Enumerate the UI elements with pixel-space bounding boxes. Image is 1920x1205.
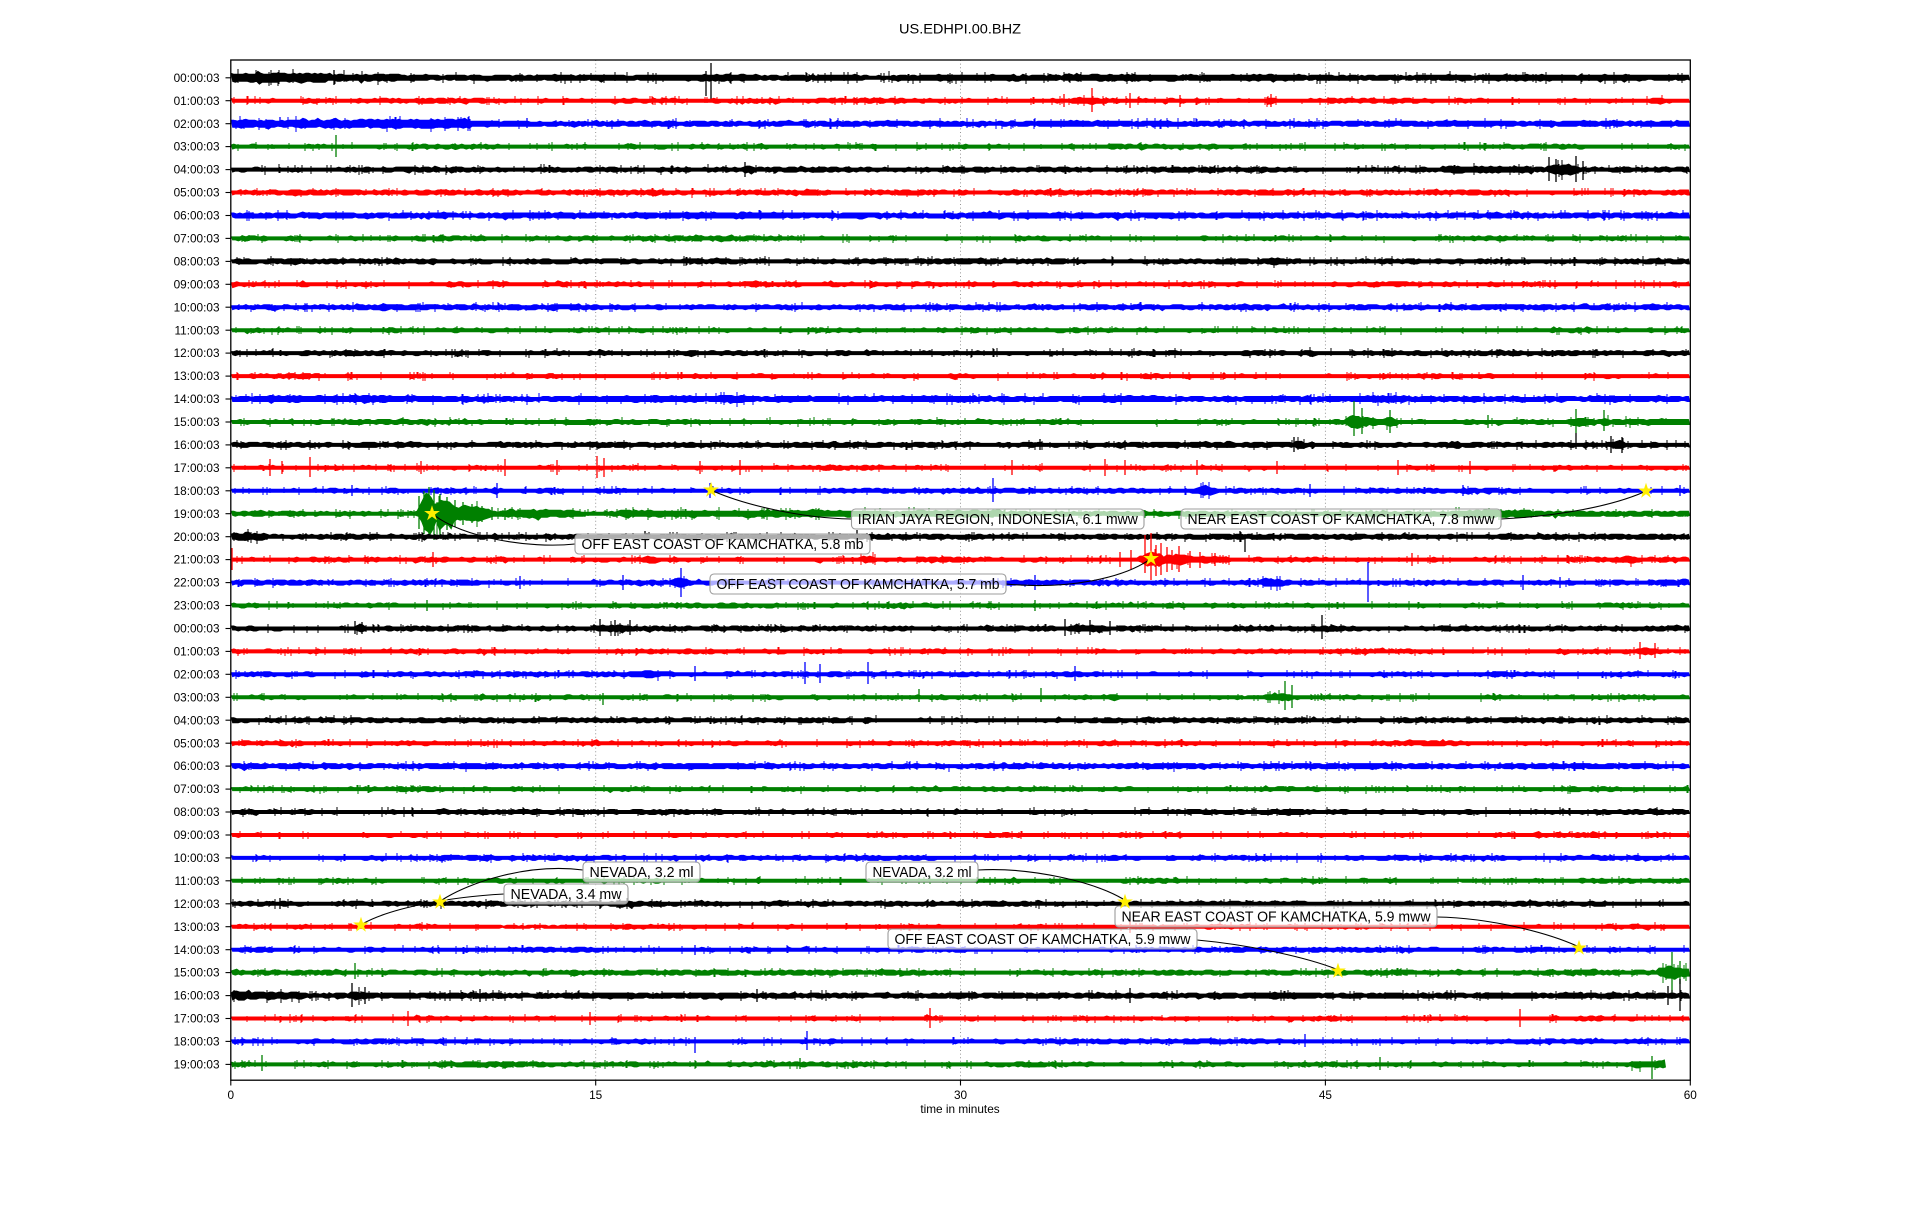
- svg-text:17:00:03: 17:00:03: [174, 1012, 220, 1026]
- svg-text:OFF EAST COAST OF KAMCHATKA, 5: OFF EAST COAST OF KAMCHATKA, 5.9 mww: [895, 932, 1192, 948]
- svg-text:15:00:03: 15:00:03: [174, 966, 220, 980]
- svg-text:0: 0: [228, 1088, 235, 1102]
- svg-text:12:00:03: 12:00:03: [174, 346, 220, 360]
- svg-text:13:00:03: 13:00:03: [174, 369, 220, 383]
- svg-text:NEAR EAST COAST OF KAMCHATKA,: NEAR EAST COAST OF KAMCHATKA, 5.9 mww: [1122, 910, 1432, 926]
- svg-text:IRIAN JAYA REGION, INDONESIA,: IRIAN JAYA REGION, INDONESIA, 6.1 mww: [858, 512, 1139, 528]
- svg-text:23:00:03: 23:00:03: [174, 599, 220, 613]
- svg-text:01:00:03: 01:00:03: [174, 94, 220, 108]
- svg-text:NEVADA, 3.4 mw: NEVADA, 3.4 mw: [511, 887, 623, 903]
- svg-text:12:00:03: 12:00:03: [174, 897, 220, 911]
- svg-text:19:00:03: 19:00:03: [174, 1058, 220, 1072]
- svg-text:NEVADA, 3.2 ml: NEVADA, 3.2 ml: [590, 865, 694, 881]
- svg-text:60: 60: [1684, 1088, 1698, 1102]
- svg-text:NEAR EAST COAST OF KAMCHATKA,: NEAR EAST COAST OF KAMCHATKA, 7.8 mww: [1188, 512, 1496, 528]
- svg-text:02:00:03: 02:00:03: [174, 117, 220, 131]
- svg-text:05:00:03: 05:00:03: [174, 736, 220, 750]
- svg-text:07:00:03: 07:00:03: [174, 782, 220, 796]
- svg-text:03:00:03: 03:00:03: [174, 690, 220, 704]
- svg-text:00:00:03: 00:00:03: [174, 622, 220, 636]
- svg-text:15: 15: [589, 1088, 603, 1102]
- svg-text:09:00:03: 09:00:03: [174, 828, 220, 842]
- svg-text:03:00:03: 03:00:03: [174, 140, 220, 154]
- svg-text:05:00:03: 05:00:03: [174, 186, 220, 200]
- svg-text:10:00:03: 10:00:03: [174, 300, 220, 314]
- svg-text:NEVADA, 3.2 ml: NEVADA, 3.2 ml: [873, 865, 972, 881]
- svg-text:16:00:03: 16:00:03: [174, 438, 220, 452]
- svg-text:30: 30: [954, 1088, 968, 1102]
- svg-text:14:00:03: 14:00:03: [174, 943, 220, 957]
- svg-text:09:00:03: 09:00:03: [174, 277, 220, 291]
- svg-text:01:00:03: 01:00:03: [174, 645, 220, 659]
- svg-text:OFF EAST COAST OF KAMCHATKA, 5: OFF EAST COAST OF KAMCHATKA, 5.8 mb: [582, 537, 864, 553]
- svg-text:22:00:03: 22:00:03: [174, 576, 220, 590]
- svg-text:14:00:03: 14:00:03: [174, 392, 220, 406]
- svg-text:17:00:03: 17:00:03: [174, 461, 220, 475]
- svg-text:45: 45: [1319, 1088, 1333, 1102]
- svg-text:11:00:03: 11:00:03: [174, 874, 219, 888]
- svg-text:02:00:03: 02:00:03: [174, 667, 220, 681]
- svg-text:08:00:03: 08:00:03: [174, 805, 220, 819]
- svg-text:16:00:03: 16:00:03: [174, 989, 220, 1003]
- svg-text:07:00:03: 07:00:03: [174, 232, 220, 246]
- svg-text:OFF EAST COAST OF KAMCHATKA, 5: OFF EAST COAST OF KAMCHATKA, 5.7 mb: [717, 577, 1000, 593]
- svg-text:11:00:03: 11:00:03: [174, 323, 219, 337]
- svg-text:06:00:03: 06:00:03: [174, 209, 220, 223]
- svg-text:04:00:03: 04:00:03: [174, 713, 220, 727]
- svg-text:21:00:03: 21:00:03: [174, 553, 220, 567]
- svg-text:08:00:03: 08:00:03: [174, 255, 220, 269]
- svg-text:00:00:03: 00:00:03: [174, 71, 220, 85]
- svg-text:19:00:03: 19:00:03: [174, 507, 220, 521]
- svg-text:15:00:03: 15:00:03: [174, 415, 220, 429]
- svg-text:04:00:03: 04:00:03: [174, 163, 220, 177]
- svg-text:06:00:03: 06:00:03: [174, 759, 220, 773]
- svg-text:18:00:03: 18:00:03: [174, 484, 220, 498]
- svg-text:10:00:03: 10:00:03: [174, 851, 220, 865]
- svg-text:time in minutes: time in minutes: [920, 1102, 999, 1116]
- svg-text:20:00:03: 20:00:03: [174, 530, 220, 544]
- svg-text:18:00:03: 18:00:03: [174, 1035, 220, 1049]
- svg-text:13:00:03: 13:00:03: [174, 920, 220, 934]
- svg-text:US.EDHPI.00.BHZ: US.EDHPI.00.BHZ: [899, 21, 1021, 37]
